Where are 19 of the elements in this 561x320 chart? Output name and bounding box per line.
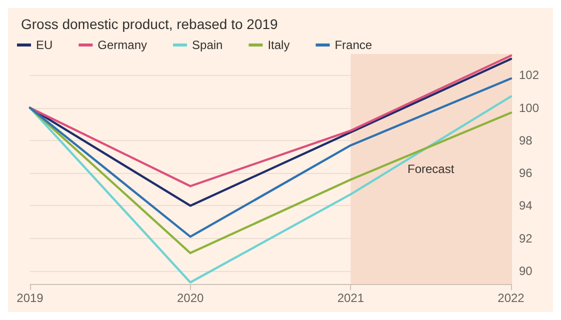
x-tick-label: 2022 — [498, 291, 525, 305]
chart-title: Gross domestic product, rebased to 2019 — [21, 16, 278, 32]
band-label: Forecast — [407, 162, 455, 176]
line-series — [28, 77, 512, 238]
legend-label: Italy — [268, 38, 290, 52]
legend-label: EU — [36, 38, 53, 52]
x-tick-label: 2019 — [16, 291, 44, 305]
x-tick-label: 2020 — [176, 291, 204, 305]
y-tick-label: 100 — [519, 100, 540, 115]
y-tick-label: 102 — [519, 68, 540, 82]
y-tick-label: 96 — [519, 166, 533, 180]
legend-label: France — [334, 38, 372, 52]
y-tick-label: 98 — [519, 133, 533, 148]
y-tick-label: 94 — [519, 198, 533, 213]
y-tick-label: 92 — [519, 231, 533, 246]
x-tick-label: 2021 — [337, 291, 364, 305]
legend-label: Spain — [192, 38, 223, 52]
legend-label: Germany — [98, 38, 148, 52]
y-tick-label: 90 — [519, 264, 533, 278]
